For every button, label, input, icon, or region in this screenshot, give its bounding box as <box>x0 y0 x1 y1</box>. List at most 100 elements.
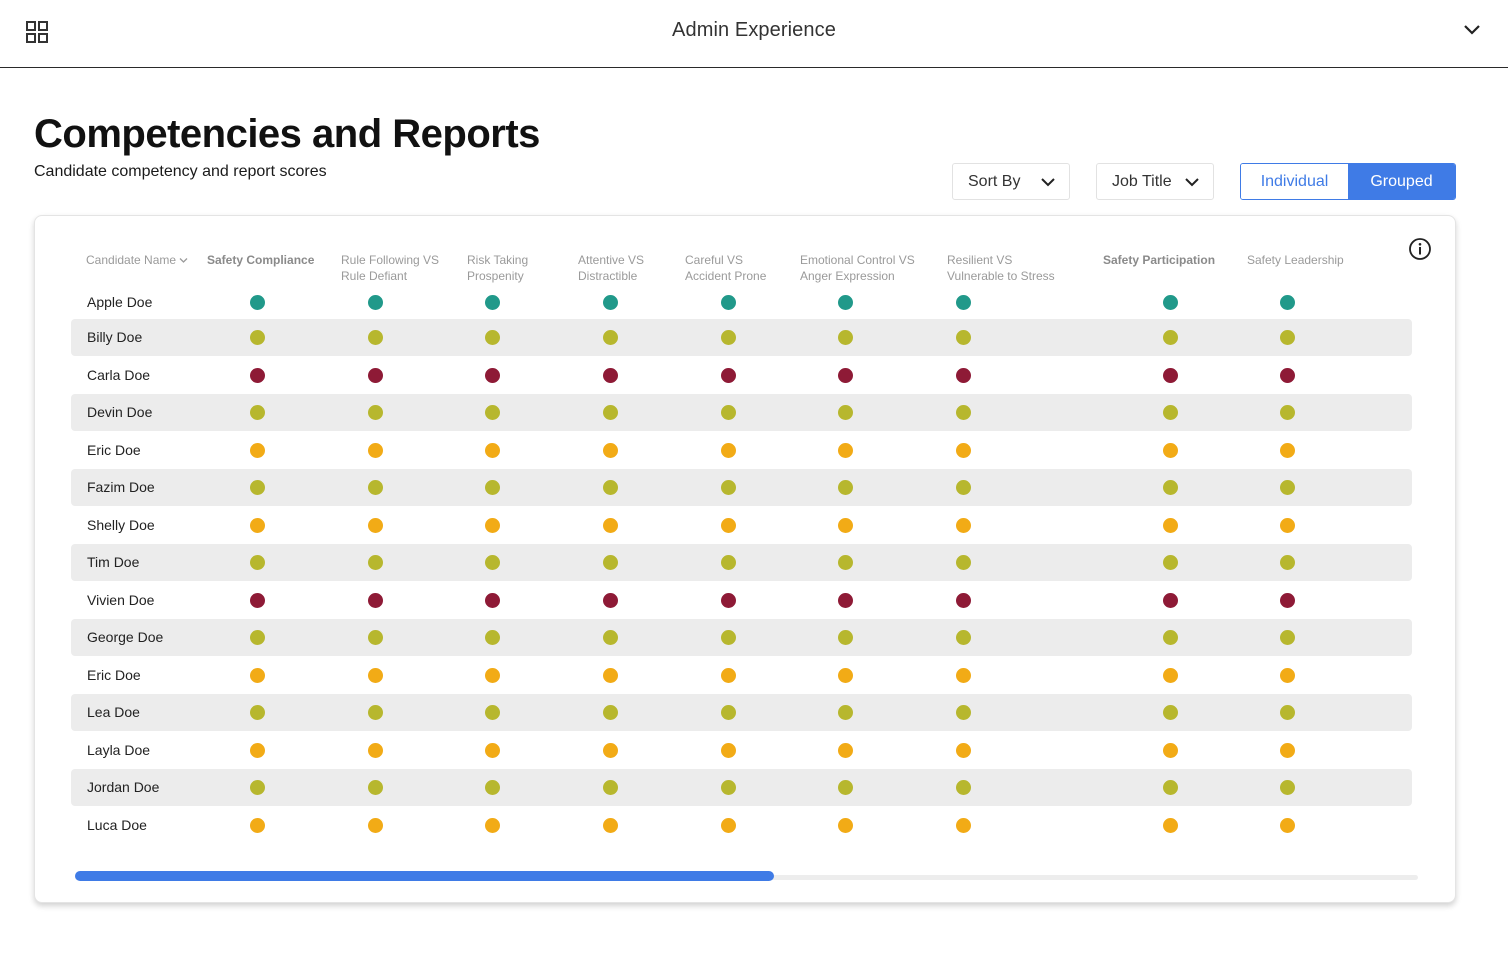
table-row[interactable]: Carla Doe <box>71 357 1412 394</box>
table-row[interactable]: Eric Doe <box>71 432 1412 469</box>
job-title-dropdown[interactable]: Job Title <box>1096 163 1214 200</box>
score-dot[interactable] <box>721 668 736 683</box>
score-dot[interactable] <box>1163 518 1178 533</box>
table-row[interactable]: Vivien Doe <box>71 582 1412 619</box>
score-dot[interactable] <box>485 405 500 420</box>
score-dot[interactable] <box>1163 780 1178 795</box>
score-dot[interactable] <box>721 555 736 570</box>
score-dot[interactable] <box>603 593 618 608</box>
score-dot[interactable] <box>250 555 265 570</box>
score-dot[interactable] <box>368 405 383 420</box>
score-dot[interactable] <box>603 368 618 383</box>
score-dot[interactable] <box>1280 668 1295 683</box>
score-dot[interactable] <box>1163 705 1178 720</box>
table-row[interactable]: Lea Doe <box>71 694 1412 731</box>
score-dot[interactable] <box>250 295 265 310</box>
score-dot[interactable] <box>250 593 265 608</box>
score-dot[interactable] <box>838 368 853 383</box>
chevron-down-icon[interactable] <box>1462 22 1482 38</box>
score-dot[interactable] <box>368 780 383 795</box>
score-dot[interactable] <box>1280 480 1295 495</box>
score-dot[interactable] <box>368 555 383 570</box>
sort-by-dropdown[interactable]: Sort By <box>952 163 1070 200</box>
score-dot[interactable] <box>485 743 500 758</box>
score-dot[interactable] <box>368 743 383 758</box>
score-dot[interactable] <box>485 443 500 458</box>
table-row[interactable]: Shelly Doe <box>71 507 1412 544</box>
score-dot[interactable] <box>721 295 736 310</box>
score-dot[interactable] <box>956 368 971 383</box>
score-dot[interactable] <box>1280 443 1295 458</box>
info-icon[interactable] <box>1408 237 1432 261</box>
score-dot[interactable] <box>368 593 383 608</box>
score-dot[interactable] <box>603 630 618 645</box>
individual-toggle-button[interactable]: Individual <box>1241 164 1348 199</box>
score-dot[interactable] <box>956 518 971 533</box>
score-dot[interactable] <box>603 818 618 833</box>
score-dot[interactable] <box>838 630 853 645</box>
score-dot[interactable] <box>603 780 618 795</box>
score-dot[interactable] <box>603 743 618 758</box>
score-dot[interactable] <box>956 780 971 795</box>
score-dot[interactable] <box>956 705 971 720</box>
score-dot[interactable] <box>250 780 265 795</box>
score-dot[interactable] <box>1163 330 1178 345</box>
score-dot[interactable] <box>250 818 265 833</box>
score-dot[interactable] <box>1163 443 1178 458</box>
score-dot[interactable] <box>1163 743 1178 758</box>
score-dot[interactable] <box>1280 368 1295 383</box>
score-dot[interactable] <box>485 818 500 833</box>
table-row[interactable]: Layla Doe <box>71 732 1412 769</box>
table-row[interactable]: Apple Doe <box>71 284 1412 321</box>
score-dot[interactable] <box>1280 705 1295 720</box>
score-dot[interactable] <box>721 405 736 420</box>
score-dot[interactable] <box>1280 330 1295 345</box>
score-dot[interactable] <box>838 295 853 310</box>
score-dot[interactable] <box>838 818 853 833</box>
score-dot[interactable] <box>1163 555 1178 570</box>
score-dot[interactable] <box>368 668 383 683</box>
table-row[interactable]: Luca Doe <box>71 807 1412 844</box>
score-dot[interactable] <box>368 368 383 383</box>
score-dot[interactable] <box>1163 405 1178 420</box>
score-dot[interactable] <box>838 518 853 533</box>
score-dot[interactable] <box>721 330 736 345</box>
table-row[interactable]: Jordan Doe <box>71 769 1412 806</box>
score-dot[interactable] <box>250 330 265 345</box>
score-dot[interactable] <box>250 405 265 420</box>
score-dot[interactable] <box>956 295 971 310</box>
score-dot[interactable] <box>721 368 736 383</box>
score-dot[interactable] <box>250 668 265 683</box>
score-dot[interactable] <box>368 295 383 310</box>
score-dot[interactable] <box>1280 593 1295 608</box>
grouped-toggle-button[interactable]: Grouped <box>1348 164 1455 199</box>
score-dot[interactable] <box>1280 780 1295 795</box>
table-row[interactable]: George Doe <box>71 619 1412 656</box>
score-dot[interactable] <box>1280 630 1295 645</box>
score-dot[interactable] <box>1280 295 1295 310</box>
score-dot[interactable] <box>368 705 383 720</box>
score-dot[interactable] <box>485 518 500 533</box>
table-row[interactable]: Billy Doe <box>71 319 1412 356</box>
score-dot[interactable] <box>1163 630 1178 645</box>
score-dot[interactable] <box>485 368 500 383</box>
score-dot[interactable] <box>368 443 383 458</box>
score-dot[interactable] <box>603 705 618 720</box>
score-dot[interactable] <box>1163 295 1178 310</box>
score-dot[interactable] <box>1163 818 1178 833</box>
score-dot[interactable] <box>721 780 736 795</box>
table-row[interactable]: Fazim Doe <box>71 469 1412 506</box>
score-dot[interactable] <box>1163 593 1178 608</box>
score-dot[interactable] <box>956 443 971 458</box>
score-dot[interactable] <box>838 555 853 570</box>
score-dot[interactable] <box>603 405 618 420</box>
score-dot[interactable] <box>1280 555 1295 570</box>
apps-grid-icon[interactable] <box>26 21 48 43</box>
score-dot[interactable] <box>485 705 500 720</box>
score-dot[interactable] <box>838 743 853 758</box>
score-dot[interactable] <box>838 405 853 420</box>
score-dot[interactable] <box>250 743 265 758</box>
score-dot[interactable] <box>485 668 500 683</box>
score-dot[interactable] <box>1280 818 1295 833</box>
score-dot[interactable] <box>1280 518 1295 533</box>
